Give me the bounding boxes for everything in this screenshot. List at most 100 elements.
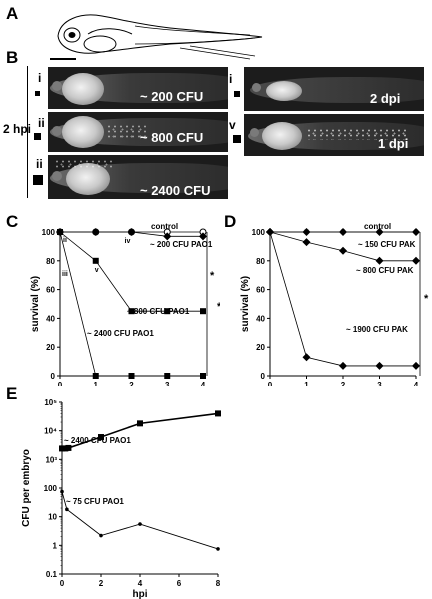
data-point [339,228,347,236]
series-label: ~ 2400 CFU PAO1 [64,436,131,445]
data-point [412,361,420,370]
y-tick-label: 80 [256,257,265,266]
data-point [163,232,172,241]
y-axis-label: survival (%) [240,276,251,332]
data-point [199,232,207,241]
significance-marker: * [217,301,220,313]
data-point [302,238,311,247]
point-annotation: v [95,267,99,274]
survival-chart-pao1: 02040608010001234dpisurvival (%)control~… [30,222,220,386]
panel-letter-a: A [6,4,19,23]
data-point [164,373,171,379]
data-point [65,507,69,512]
data-point [266,228,274,236]
x-tick-label: 6 [177,579,182,588]
cfu-growth-chart: 0.1 1 10 100 10³ 10⁴ 10⁵ 0 2 4 6 8 hpi CFU per embryo… [21,398,221,599]
data-point [339,246,347,255]
y-tick-label: 20 [46,343,55,352]
fish-i-roman: i [38,71,42,85]
x-tick-label: 2 [129,381,134,386]
zebrafish-larva-drawing [50,14,263,60]
fish-ii-label: ~ 800 CFU [140,130,204,145]
b-group-label: 2 hpi [3,122,32,136]
data-point [128,373,135,379]
data-point [375,256,384,265]
point-annotation: ii [63,237,67,244]
y-tick-label: 0.1 [46,570,58,579]
x-tick-label: 3 [377,381,382,386]
series-label: ~ 75 CFU PAO1 [66,497,124,506]
data-point [128,308,135,315]
x-tick-label: 2 [99,579,104,588]
x-tick-label: 4 [414,381,419,386]
point-annotation: iv [125,238,131,245]
data-point [216,547,220,551]
x-axis-label: hpi [133,589,148,599]
fish-image-iii: ~ 2400 CFU [48,155,228,199]
series-label: ~ 800 CFU PAK [356,266,414,275]
y-tick-label: 10 [48,513,57,522]
fish-v-roman: v [229,118,236,132]
dose-marker-large [33,175,43,185]
significance-marker: * [424,293,429,305]
fish-iii-label: ~ 2400 CFU [140,183,211,198]
series-label: ~ 1900 CFU PAK [346,325,408,334]
x-tick-label: 0 [268,381,273,386]
dose-marker-small-right [234,91,240,97]
fish-v-label: 1 dpi [378,136,409,151]
y-tick-label: 100 [44,484,58,493]
panel-letter-b: B [6,48,19,67]
series-label: ~ 200 CFU PAO1 [150,240,213,249]
series-label: control [364,222,391,231]
series-line [59,231,203,377]
y-axis-label: CFU per embryo [21,449,32,527]
data-point [98,434,104,441]
series-label: ~ 150 CFU PAK [358,240,416,249]
y-tick-label: 60 [256,286,265,295]
y-tick-label: 100 [252,228,266,237]
series-label: control [151,222,178,231]
fish-i-label: ~ 200 CFU [140,89,204,104]
fish-iv-label: 2 dpi [370,91,401,106]
data-point [302,353,311,362]
series-label: ~ 800 CFU PAO1 [127,307,190,316]
series-label: ~ 2400 CFU PAO1 [87,329,154,338]
significance-marker: * [210,270,215,282]
x-tick-label: 4 [201,381,206,386]
x-tick-label: 1 [94,381,99,386]
y-tick-label: 1 [53,541,58,550]
data-point [375,228,384,236]
fish-iii-roman: ii [36,157,43,171]
x-tick-label: 2 [341,381,346,386]
data-point [339,361,347,370]
data-point [60,489,64,494]
data-point [302,228,311,236]
fish-ii-roman: ii [38,116,45,130]
dose-marker-medium [34,133,41,140]
data-point [138,522,142,526]
data-point [91,228,100,236]
y-tick-label: 40 [46,314,55,323]
fish-image-ii: ~ 800 CFU [48,112,228,152]
fish-iv-roman: i [229,72,233,86]
panel-letter-d: D [224,212,237,231]
fish-image-v: 1 dpi [244,114,424,156]
survival-chart-pak: 02040608010001234dpisurvival (%)*****con… [240,222,429,386]
y-tick-label: 0 [261,372,266,381]
x-tick-label: 8 [216,579,221,588]
data-point [92,257,99,264]
data-point [200,373,206,379]
y-tick-label: 0 [51,372,56,381]
data-point [65,444,72,451]
x-tick-label: 4 [138,579,143,588]
data-point [127,228,136,236]
x-tick-label: 0 [58,381,63,386]
fish-image-i: ~ 200 CFU [48,67,228,109]
y-tick-label: 20 [256,343,265,352]
y-axis-label: survival (%) [30,276,41,332]
data-point [215,410,221,417]
data-point [92,373,99,379]
x-tick-label: 3 [165,381,170,386]
y-tick-label: 40 [256,314,265,323]
point-annotation: iii [62,271,68,278]
